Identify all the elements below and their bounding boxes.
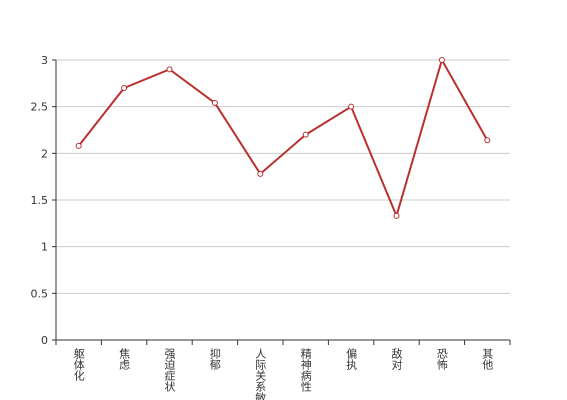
point — [484, 137, 491, 144]
x-tick-label: 躯体化 — [72, 348, 85, 382]
point — [257, 170, 264, 177]
point — [75, 142, 82, 149]
point — [302, 131, 309, 138]
point — [121, 85, 128, 91]
y-tick-label: 0 — [41, 334, 48, 347]
x-tick-label: 敌对 — [390, 347, 403, 370]
x-tick-label: 抑郁 — [208, 347, 221, 370]
point — [211, 99, 218, 106]
x-tick-label: 其他 — [481, 348, 494, 370]
y-tick-label: 2 — [41, 147, 48, 160]
x-tick-label: 焦虑 — [118, 348, 131, 370]
point — [166, 66, 173, 73]
y-tick-label: 3 — [41, 54, 48, 67]
y-tick-label: 1.5 — [31, 194, 49, 207]
x-tick-label: 强迫症状 — [163, 348, 176, 392]
y-tick-label: 2.5 — [31, 101, 49, 114]
point — [393, 212, 400, 219]
point — [348, 103, 355, 110]
y-tick-label: 0.5 — [31, 287, 49, 300]
point — [438, 57, 445, 63]
y-tick-label: 1 — [41, 241, 48, 254]
x-tick-label: 人际关系敏感 — [254, 348, 267, 400]
x-tick-label: 恐怖 — [435, 348, 448, 370]
x-tick-label: 精神病性 — [299, 348, 312, 393]
x-tick-label: 偏执 — [345, 347, 358, 371]
line — [77, 57, 489, 219]
